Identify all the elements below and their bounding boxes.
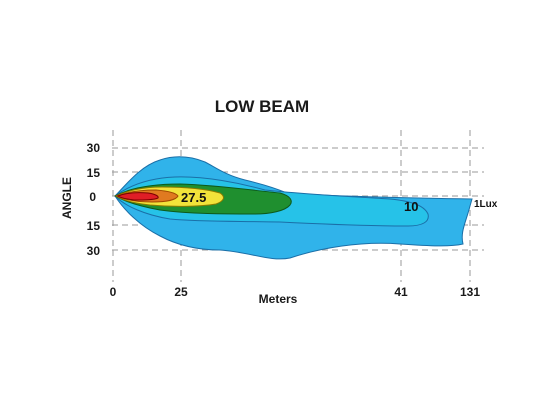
x-tick-label: 25	[174, 285, 188, 299]
x-tick-label: 0	[110, 285, 117, 299]
beam-contours	[113, 156, 473, 260]
y-tick-label: 15	[87, 166, 101, 180]
x-tick-label: 131	[460, 285, 480, 299]
contour-label-27-5: 27.5	[181, 190, 206, 205]
contour-red	[116, 192, 159, 201]
y-tick-label: 15	[87, 219, 101, 233]
x-tick-label: 41	[394, 285, 408, 299]
y-axis-label: ANGLE	[60, 177, 74, 219]
y-axis-ticks: 30 15 0 15 30	[87, 141, 101, 258]
x-axis-label: Meters	[259, 292, 298, 306]
y-tick-label: 30	[87, 244, 101, 258]
y-tick-label: 30	[87, 141, 101, 155]
y-tick-label: 0	[89, 190, 96, 204]
contour-label-1lux: 1Lux	[474, 199, 498, 210]
x-axis-ticks: 0 25 41 131	[110, 285, 481, 299]
contour-label-10: 10	[404, 199, 418, 214]
chart-title: LOW BEAM	[215, 97, 309, 116]
